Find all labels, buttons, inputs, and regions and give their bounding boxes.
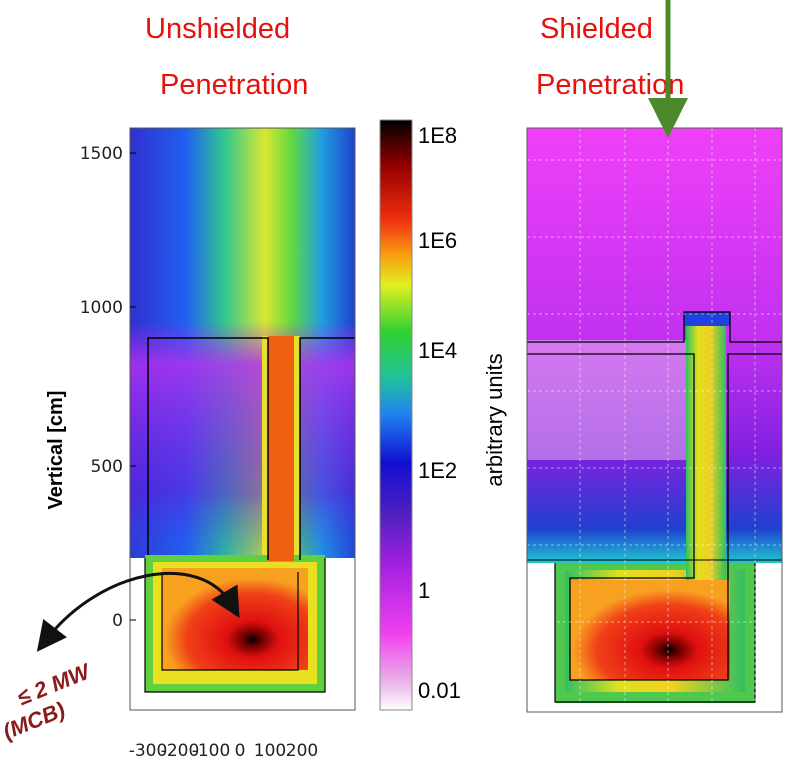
colorbar: [379, 119, 413, 711]
x-tick-label: 0: [235, 741, 246, 761]
colorbar-label: 1: [418, 578, 430, 603]
colorbar-label: 1E8: [418, 123, 457, 148]
colorbar-label: 1E2: [418, 458, 457, 483]
x-tick-label: 200: [286, 741, 318, 761]
colorbar-label: 1E4: [418, 338, 457, 363]
right-title: Penetration: [536, 69, 684, 101]
x-tick-label: -100: [192, 741, 231, 761]
colorbar-unit-label: arbitrary units: [482, 353, 507, 486]
y-tick-label: 0: [112, 611, 123, 631]
left-title: Penetration: [160, 69, 308, 101]
right-heatmap: [526, 127, 783, 713]
y-axis-label: Vertical [cm]: [45, 391, 67, 510]
arrow: [36, 571, 240, 652]
colorbar-label: 0.01: [418, 678, 461, 703]
left-heatmap: [129, 127, 356, 711]
right-title: Shielded: [540, 13, 653, 45]
x-tick-label: 100: [254, 741, 286, 761]
colorbar-label: 1E6: [418, 228, 457, 253]
y-tick-label: 500: [91, 457, 123, 477]
left-title: Unshielded: [145, 13, 290, 45]
y-tick-label: 1500: [80, 144, 123, 164]
x-tick-label: -200: [161, 741, 200, 761]
y-tick-label: 1000: [80, 298, 123, 318]
x-tick-label: -300: [129, 741, 168, 761]
